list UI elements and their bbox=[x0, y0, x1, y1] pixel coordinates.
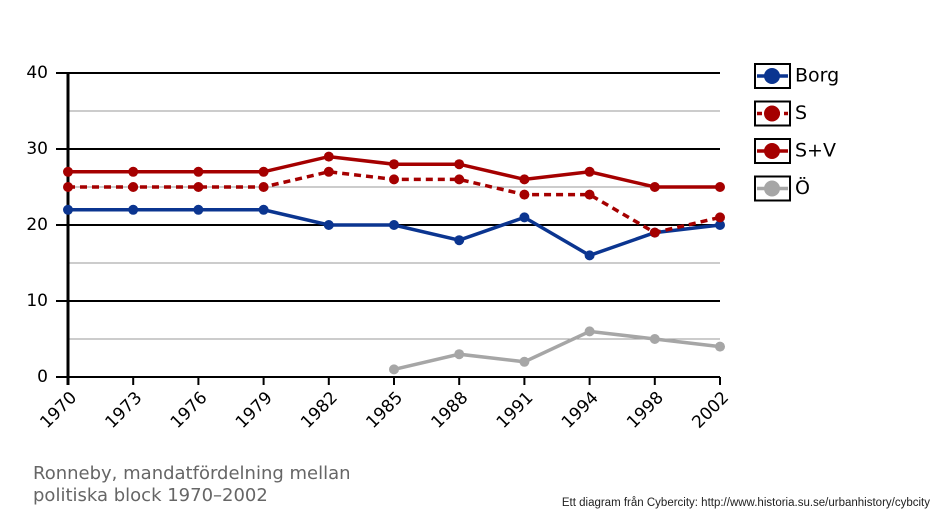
y-tick-label: 30 bbox=[26, 139, 48, 159]
data-point bbox=[715, 212, 725, 223]
data-point bbox=[389, 220, 399, 230]
data-point bbox=[258, 204, 269, 215]
data-point bbox=[193, 166, 204, 177]
data-point bbox=[389, 364, 399, 375]
x-tick-label: 1979 bbox=[232, 388, 277, 433]
data-point bbox=[584, 189, 595, 200]
data-point bbox=[63, 166, 73, 177]
data-point bbox=[454, 159, 465, 170]
data-point bbox=[649, 334, 660, 344]
x-tick-label: 1998 bbox=[623, 388, 668, 433]
data-point bbox=[584, 166, 595, 177]
x-tick-label: 1994 bbox=[558, 388, 603, 433]
legend-dot bbox=[764, 180, 780, 197]
chart-title: Ronneby, mandatfördelning mellan politis… bbox=[33, 463, 351, 506]
data-point bbox=[519, 356, 530, 367]
legend-dot bbox=[764, 68, 780, 84]
data-point bbox=[649, 227, 660, 238]
x-tick-label: 1976 bbox=[167, 388, 212, 433]
data-point bbox=[258, 166, 269, 177]
data-point bbox=[454, 235, 465, 246]
data-point bbox=[258, 182, 269, 192]
x-tick-label: 1982 bbox=[297, 388, 342, 433]
data-point bbox=[389, 159, 399, 170]
data-point bbox=[519, 174, 530, 185]
legend-dot bbox=[764, 143, 780, 159]
data-point bbox=[649, 182, 660, 192]
data-point bbox=[193, 204, 204, 215]
legend-dot bbox=[764, 105, 780, 122]
data-point bbox=[63, 204, 73, 215]
legend-label: Ö bbox=[795, 176, 810, 199]
data-point bbox=[128, 182, 139, 192]
data-point bbox=[584, 250, 595, 261]
series-line bbox=[68, 208, 721, 258]
data-point bbox=[193, 182, 204, 192]
legend-label: S bbox=[795, 102, 807, 124]
y-tick-label: 0 bbox=[37, 367, 48, 387]
data-point bbox=[715, 220, 725, 230]
data-point bbox=[519, 189, 530, 200]
x-tick-label: 1970 bbox=[36, 388, 81, 433]
data-point bbox=[584, 326, 595, 337]
y-tick-label: 40 bbox=[26, 63, 48, 83]
data-point bbox=[323, 220, 334, 230]
data-point bbox=[63, 182, 73, 192]
data-point bbox=[323, 151, 334, 162]
x-tick-label: 1991 bbox=[493, 388, 538, 433]
legend-label: S+V bbox=[795, 140, 836, 162]
source-note: Ett diagram från Cybercity: http://www.h… bbox=[561, 497, 930, 509]
data-point bbox=[715, 341, 725, 352]
data-point bbox=[454, 174, 465, 185]
data-point bbox=[323, 166, 334, 177]
x-tick-label: 1985 bbox=[362, 388, 407, 433]
data-point bbox=[389, 174, 399, 185]
data-point bbox=[715, 182, 725, 192]
x-tick-label: 2002 bbox=[688, 388, 733, 433]
x-tick-label: 1973 bbox=[102, 388, 147, 433]
data-point bbox=[128, 166, 139, 177]
legend-label: Borg bbox=[795, 65, 839, 87]
data-point bbox=[519, 212, 530, 223]
y-tick-label: 10 bbox=[26, 291, 48, 311]
x-tick-label: 1988 bbox=[428, 388, 473, 433]
series-line bbox=[393, 329, 721, 372]
y-tick-label: 20 bbox=[26, 215, 48, 235]
data-point bbox=[454, 349, 465, 360]
data-point bbox=[128, 204, 139, 215]
